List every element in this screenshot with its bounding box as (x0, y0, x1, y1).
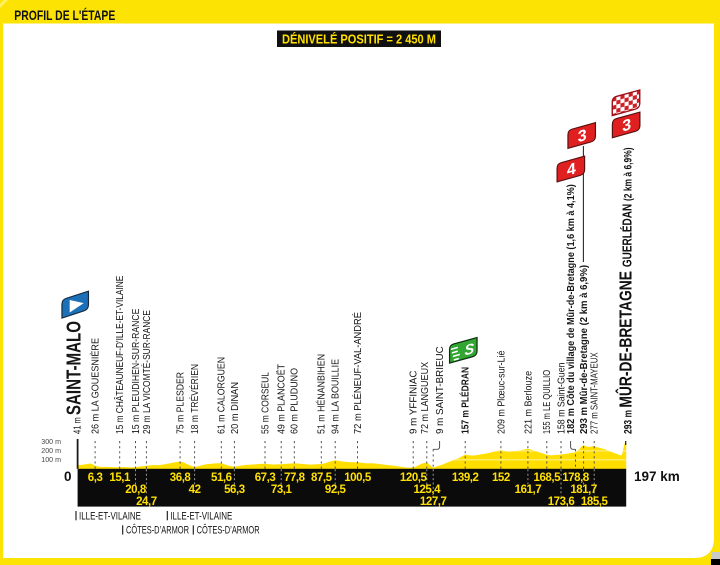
svg-text:77,8: 77,8 (284, 472, 306, 484)
svg-text:293 m MÛR-DE-BRETAGNE GUERLÉDA: 293 m MÛR-DE-BRETAGNE GUERLÉDAN (2 km à … (615, 147, 636, 434)
svg-text:72 m PLÉNEUF-VAL-ANDRÉ: 72 m PLÉNEUF-VAL-ANDRÉ (353, 312, 364, 434)
svg-text:20 m DINAN: 20 m DINAN (230, 382, 241, 434)
svg-text:9 m YFFINIAC: 9 m YFFINIAC (409, 370, 420, 434)
svg-text:3: 3 (622, 115, 631, 135)
svg-text:72 m LANGUEUX: 72 m LANGUEUX (419, 361, 430, 434)
svg-text:221 m Berlouze: 221 m Berlouze (522, 371, 533, 434)
svg-text:209 m Plœuc-sur-Lié: 209 m Plœuc-sur-Lié (496, 351, 506, 434)
svg-text:67,3: 67,3 (255, 472, 276, 484)
svg-text:ILLE-ET-VILAINE: ILLE-ET-VILAINE (79, 510, 141, 522)
svg-text:51,6: 51,6 (211, 472, 232, 484)
svg-text:100 m: 100 m (41, 456, 61, 464)
svg-text:15,1: 15,1 (109, 472, 131, 484)
svg-text:87,5: 87,5 (311, 472, 333, 484)
svg-text:125,4: 125,4 (414, 484, 442, 496)
svg-text:158 m Saint-Guen: 158 m Saint-Guen (556, 362, 567, 434)
svg-text:S: S (464, 341, 474, 359)
svg-text:178,8: 178,8 (562, 472, 590, 484)
svg-text:157 m PLÉDRAN: 157 m PLÉDRAN (460, 367, 471, 434)
svg-text:92,5: 92,5 (325, 484, 347, 496)
svg-text:94 m LA BOUILLIE: 94 m LA BOUILLIE (330, 359, 340, 434)
svg-text:197 km: 197 km (634, 469, 680, 484)
svg-text:4: 4 (567, 159, 576, 179)
svg-text:293 m Mûr-de-Bretagne (2 km à: 293 m Mûr-de-Bretagne (2 km à 6,9%) (579, 265, 590, 434)
svg-text:60 m PLUDUNO: 60 m PLUDUNO (289, 368, 299, 434)
svg-text:20,8: 20,8 (125, 484, 147, 496)
svg-text:152: 152 (492, 472, 510, 484)
svg-text:PROFIL DE L'ÉTAPE: PROFIL DE L'ÉTAPE (14, 7, 115, 23)
svg-text:127,7: 127,7 (420, 496, 447, 508)
svg-text:300 m: 300 m (41, 438, 61, 446)
svg-text:36,8: 36,8 (170, 472, 192, 484)
svg-text:6,3: 6,3 (88, 472, 103, 484)
svg-text:277 m SAINT-MAYEUX: 277 m SAINT-MAYEUX (589, 352, 600, 434)
svg-text:56,3: 56,3 (224, 484, 245, 496)
svg-text:15 m CHÂTEAUNEUF-D'ILLE-ET-VIL: 15 m CHÂTEAUNEUF-D'ILLE-ET-VILAINE (114, 276, 125, 434)
svg-text:75 m PLESDER: 75 m PLESDER (175, 372, 186, 434)
svg-text:3: 3 (578, 126, 587, 146)
svg-text:182 m Côte du village de Mûr-d: 182 m Côte du village de Mûr-de-Bretagne… (566, 184, 577, 434)
svg-text:168,5: 168,5 (534, 472, 562, 484)
svg-text:200 m: 200 m (41, 447, 61, 455)
svg-text:49 m PLANCOËT: 49 m PLANCOËT (276, 364, 286, 434)
svg-text:CÔTES-D’ARMOR: CÔTES-D’ARMOR (197, 524, 260, 537)
svg-text:ILLE-ET-VILAINE: ILLE-ET-VILAINE (170, 510, 232, 522)
svg-text:185,5: 185,5 (581, 496, 609, 508)
svg-text:100,5: 100,5 (344, 472, 372, 484)
svg-text:24,7: 24,7 (136, 496, 157, 508)
svg-text:120,5: 120,5 (400, 472, 428, 484)
svg-text:155 m LE QUILLIO: 155 m LE QUILLIO (541, 370, 552, 434)
svg-text:CÔTES-D’ARMOR: CÔTES-D’ARMOR (126, 524, 189, 537)
svg-text:18 m TRÉVÉRIEN: 18 m TRÉVÉRIEN (189, 364, 200, 434)
svg-text:61 m CALORGUEN: 61 m CALORGUEN (216, 357, 227, 434)
svg-text:73,1: 73,1 (271, 484, 293, 496)
svg-text:173,6: 173,6 (548, 496, 575, 508)
svg-text:55 m CORSEUL: 55 m CORSEUL (260, 372, 271, 434)
svg-text:139,2: 139,2 (452, 472, 479, 484)
svg-text:15 m PLEUDIHEN-SUR-RANCE: 15 m PLEUDIHEN-SUR-RANCE (130, 309, 141, 434)
svg-text:42: 42 (189, 484, 201, 496)
svg-text:9 m SAINT-BRIEUC: 9 m SAINT-BRIEUC (435, 346, 446, 434)
svg-text:26 m LA GOUESNIÈRE: 26 m LA GOUESNIÈRE (89, 338, 100, 434)
svg-text:0: 0 (64, 469, 72, 484)
svg-text:DÉNIVELÉ POSITIF = 2 450 M: DÉNIVELÉ POSITIF = 2 450 M (282, 32, 436, 47)
svg-text:161,7: 161,7 (515, 484, 542, 496)
svg-text:51 m HÉNANBIHEN: 51 m HÉNANBIHEN (316, 354, 326, 434)
svg-text:181,7: 181,7 (570, 484, 597, 496)
svg-text:41 m SAINT-MALO: 41 m SAINT-MALO (63, 321, 86, 434)
svg-text:29 m LA VICOMTÉ-SUR-RANCE: 29 m LA VICOMTÉ-SUR-RANCE (141, 310, 152, 434)
